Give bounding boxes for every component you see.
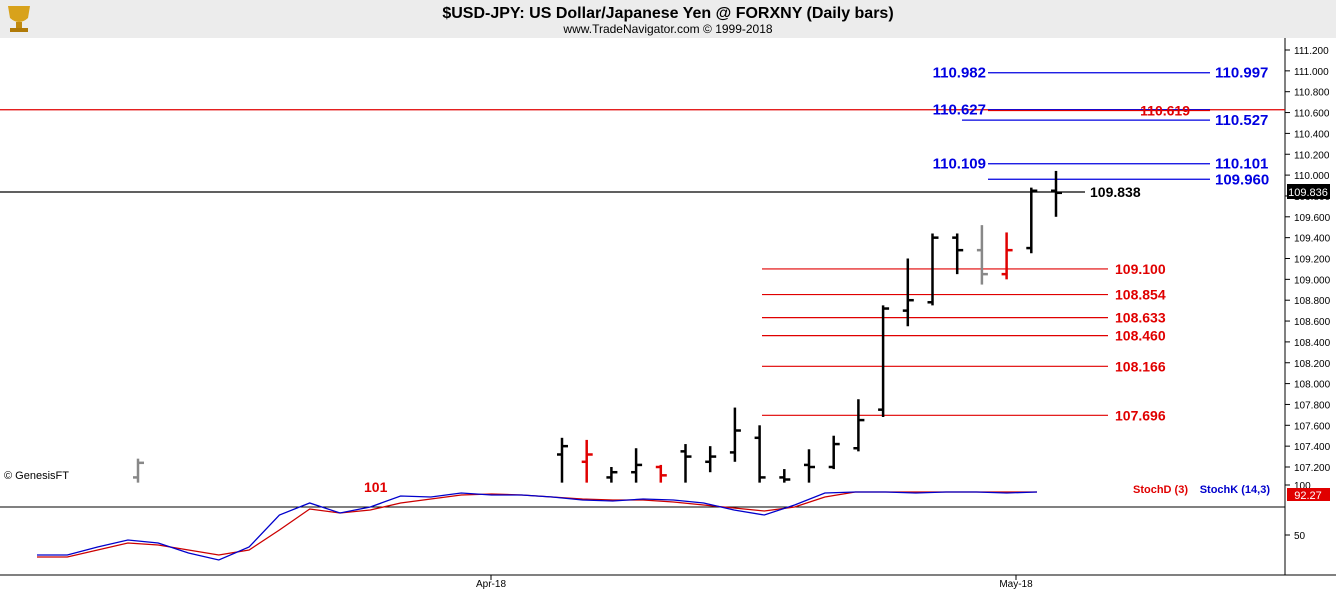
ohlc-bar [680,444,692,483]
level-right-label: 109.838 [1090,184,1141,200]
ohlc-bar [976,225,988,285]
ohlc-bar [655,464,667,483]
ohlc-bar [952,233,964,275]
stoch-tick-label: 50 [1294,531,1306,542]
level-right-label: 110.527 [1215,112,1268,129]
ohlc-bar [1051,170,1062,217]
stoch-current-value: 92.27 [1294,490,1322,502]
price-tick-label: 111.000 [1294,67,1329,78]
stoch-tick-label: 100 [1294,481,1311,492]
time-tick-label: Apr-18 [476,579,506,590]
ohlc-bar [902,258,914,327]
title-bar [0,0,1336,38]
level-right-label: 110.101 [1215,156,1268,173]
ohlc-bar [804,449,815,483]
level-right-label: 110.997 [1215,65,1268,82]
watermark: © GenesisFT [4,470,69,482]
ohlc-bar [853,399,865,452]
current-price-value: 109.836 [1288,187,1328,199]
ohlc-bar [1001,232,1013,280]
ohlc-bar [631,448,643,483]
ohlc-bar [581,439,593,483]
ohlc-bar [927,233,939,306]
level-right-label: 108.166 [1115,358,1166,374]
price-tick-label: 108.600 [1294,317,1331,328]
price-tick-label: 111.200 [1294,46,1329,57]
ohlc-bar [606,467,618,483]
current-price-badge [1287,184,1330,199]
level-right-label: 108.633 [1115,310,1166,326]
price-tick-label: 108.800 [1294,296,1331,307]
level-left-label: 110.109 [933,156,986,173]
chart-title: $USD-JPY: US Dollar/Japanese Yen @ FORXN… [442,5,893,22]
legend-stochd: StochD (3) [1133,484,1188,496]
price-tick-label: 108.000 [1294,380,1331,391]
level-right-label: 108.854 [1115,287,1166,303]
ohlc-bar [133,458,144,483]
ohlc-bar [705,446,717,473]
price-tick-label: 110.000 [1294,171,1330,182]
price-axis: 111.200 111.000 110.800 110.600 110.400 110.2… [1285,46,1331,474]
price-bars [133,170,1062,483]
price-tick-label: 109.000 [1294,275,1331,286]
price-tick-label: 109.600 [1294,213,1331,224]
price-tick-label: 107.600 [1294,421,1331,432]
ohlc-bar [754,425,766,483]
ohlc-bar [828,435,840,470]
level-left-label: 110.982 [933,65,986,82]
logo [8,6,30,32]
price-tick-label: 110.800 [1294,88,1330,99]
level-left-label: 110.627 [933,102,986,119]
price-tick-label: 110.200 [1294,150,1330,161]
chart-subtitle: www.TradeNavigator.com © 1999-2018 [562,22,772,36]
ohlc-bar [729,407,741,462]
level-right-label: 108.460 [1115,328,1166,344]
ohlc-bar [557,437,568,483]
price-tick-label: 107.800 [1294,400,1331,411]
price-tick-label: 108.400 [1294,338,1331,349]
level-right-label: 110.619 [1140,103,1190,119]
annotation-label: 101 [364,479,388,495]
price-tick-label: 108.200 [1294,359,1331,370]
ohlc-bar [1026,187,1038,254]
stoch-value-badge [1287,488,1330,501]
price-tick-label: 107.400 [1294,442,1331,453]
price-tick-label: 109.400 [1294,234,1331,245]
ohlc-bar [878,305,890,417]
price-tick-label: 109.200 [1294,255,1331,266]
price-levels: 110.982 110.997 110.627 110.619 110.527 110.1… [0,65,1285,423]
price-tick-label: 110.400 [1294,129,1330,140]
price-tick-label: 107.200 [1294,463,1331,474]
time-axis: Apr-18 May-18 [476,575,1033,590]
ohlc-bar [779,469,791,483]
level-right-label: 109.100 [1115,261,1166,277]
price-tick-label: 110.600 [1294,109,1330,120]
gold-trophy-icon [8,6,30,32]
stochastic-panel: 100 50 [37,481,1311,561]
level-right-label: 107.696 [1115,407,1166,423]
time-tick-label: May-18 [999,579,1033,590]
legend-stochk: StochK (14,3) [1200,484,1271,496]
stochk-line [37,491,1038,561]
level-right-label: 109.960 [1215,171,1269,188]
